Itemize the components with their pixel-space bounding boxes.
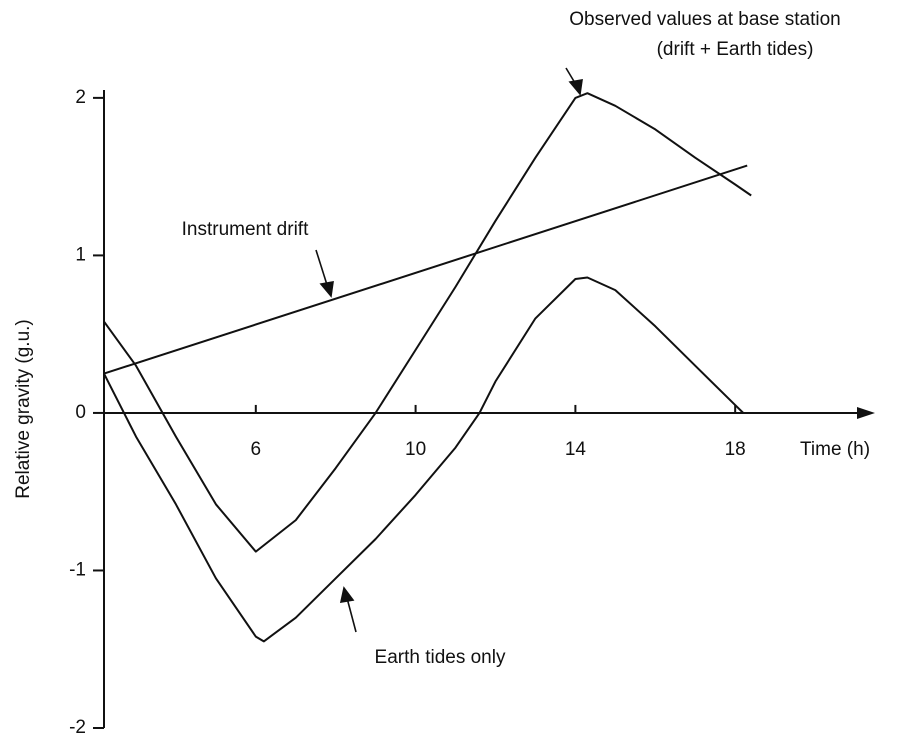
- x-tick-label: 18: [725, 439, 746, 460]
- x-tick-label: 6: [251, 439, 262, 460]
- series-line: [103, 92, 752, 553]
- annotation: (drift + Earth tides): [657, 39, 814, 60]
- annotation-arrows: [315, 67, 583, 633]
- x-tick-label: 14: [565, 439, 587, 460]
- y-tick-label: -1: [69, 559, 86, 580]
- annotation: Earth tides only: [375, 647, 506, 668]
- y-tick-label: 2: [75, 87, 86, 108]
- annotation: Observed values at base station: [569, 9, 840, 30]
- series-line: [103, 276, 744, 643]
- arrow-head: [568, 79, 583, 96]
- y-axis-label: Relative gravity (g.u.): [13, 319, 34, 499]
- x-axis-label: Time (h): [800, 439, 870, 460]
- x-tick-label: 10: [405, 439, 426, 460]
- arrow: [346, 597, 357, 633]
- x-axis-arrow: [857, 406, 875, 419]
- arrow: [315, 249, 329, 289]
- series-line: [103, 164, 748, 375]
- arrow-head: [339, 586, 355, 603]
- y-tick-label: 0: [75, 402, 86, 423]
- y-tick-label: -2: [69, 717, 86, 738]
- arrow-head: [319, 281, 334, 298]
- y-tick-label: 1: [75, 244, 86, 265]
- annotation: Instrument drift: [182, 219, 309, 240]
